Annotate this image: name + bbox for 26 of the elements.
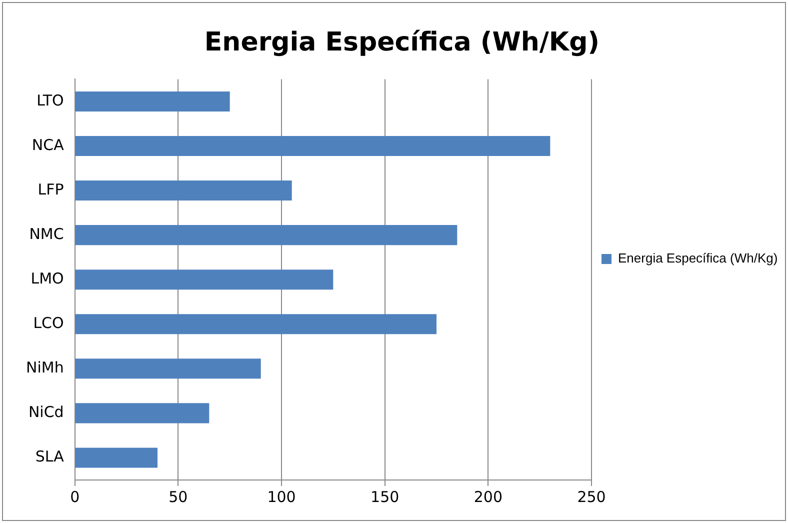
y-tick-label: NCA	[32, 136, 65, 154]
x-tick-label: 250	[577, 488, 606, 506]
x-tick-label: 200	[474, 488, 502, 506]
y-tick-label: SLA	[35, 448, 65, 466]
y-tick-label: LFP	[38, 180, 64, 198]
y-tick-label: NiMh	[26, 358, 64, 377]
bar	[75, 448, 158, 468]
legend-label: Energia Específica (Wh/Kg)	[618, 250, 778, 266]
bar	[75, 270, 334, 290]
y-tick-label: NMC	[29, 224, 64, 243]
bar	[75, 91, 230, 112]
x-tick-label: 0	[70, 488, 80, 506]
x-tick-label: 50	[168, 488, 188, 506]
y-tick-label: NiCd	[28, 403, 64, 422]
bar	[75, 403, 210, 424]
y-tick-label: LTO	[36, 91, 64, 110]
bar	[75, 358, 261, 379]
x-tick-label: 100	[267, 488, 296, 506]
chart-title: Energia Específica (Wh/Kg)	[204, 27, 600, 58]
bar	[75, 225, 458, 246]
bar	[75, 136, 550, 156]
y-tick-label: LCO	[33, 314, 64, 332]
y-tick-label: LMO	[30, 269, 64, 288]
bar	[75, 180, 292, 201]
bar	[75, 314, 436, 334]
x-tick-label: 150	[370, 488, 400, 506]
